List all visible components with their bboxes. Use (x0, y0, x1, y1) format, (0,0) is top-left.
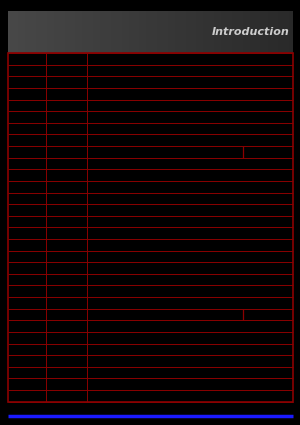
Bar (122, 11, 125, 53)
Bar (207, 11, 211, 53)
Bar (104, 11, 108, 53)
Bar (132, 11, 136, 53)
Bar (68, 11, 72, 53)
Bar (82, 11, 86, 53)
Bar (203, 11, 207, 53)
Bar (15, 11, 19, 53)
Bar (146, 11, 150, 53)
Bar (139, 11, 143, 53)
Bar (186, 11, 190, 53)
Bar (118, 11, 122, 53)
Bar (47, 11, 50, 53)
Bar (282, 11, 286, 53)
Bar (171, 11, 175, 53)
Bar (22, 11, 26, 53)
Bar (111, 11, 115, 53)
Bar (278, 11, 282, 53)
Bar (264, 11, 268, 53)
Bar (97, 11, 101, 53)
Bar (64, 11, 68, 53)
Bar (164, 11, 168, 53)
Bar (43, 11, 47, 53)
Bar (79, 11, 83, 53)
Bar (250, 11, 254, 53)
Bar (157, 11, 161, 53)
Bar (8, 11, 11, 53)
Bar (285, 11, 289, 53)
Bar (114, 11, 118, 53)
Bar (275, 11, 279, 53)
Bar (260, 11, 264, 53)
Bar (107, 11, 111, 53)
Bar (61, 11, 65, 53)
Text: Introduction: Introduction (212, 27, 290, 37)
Bar (29, 11, 33, 53)
Bar (125, 11, 129, 53)
Bar (50, 11, 54, 53)
Bar (161, 11, 164, 53)
Bar (8, 53, 292, 402)
Bar (289, 11, 293, 53)
Bar (193, 11, 196, 53)
Bar (93, 11, 97, 53)
Bar (57, 11, 61, 53)
Bar (136, 11, 140, 53)
Bar (40, 11, 44, 53)
Bar (268, 11, 272, 53)
Bar (32, 11, 36, 53)
Bar (218, 11, 221, 53)
Bar (189, 11, 193, 53)
Bar (8, 53, 292, 402)
Bar (246, 11, 250, 53)
Bar (178, 11, 182, 53)
Bar (54, 11, 58, 53)
Bar (257, 11, 261, 53)
Bar (214, 11, 218, 53)
Bar (154, 11, 158, 53)
Bar (25, 11, 29, 53)
Bar (100, 11, 104, 53)
Bar (168, 11, 172, 53)
Bar (200, 11, 204, 53)
Bar (196, 11, 200, 53)
Bar (86, 11, 90, 53)
Bar (232, 11, 236, 53)
Bar (150, 11, 154, 53)
Bar (175, 11, 179, 53)
Bar (18, 11, 22, 53)
Bar (239, 11, 243, 53)
Bar (228, 11, 232, 53)
Bar (271, 11, 275, 53)
Bar (236, 11, 239, 53)
Bar (129, 11, 133, 53)
Bar (221, 11, 225, 53)
Bar (182, 11, 186, 53)
Bar (36, 11, 40, 53)
Bar (11, 11, 15, 53)
Bar (89, 11, 93, 53)
Bar (225, 11, 229, 53)
Bar (72, 11, 76, 53)
Bar (75, 11, 79, 53)
Bar (253, 11, 257, 53)
Bar (243, 11, 247, 53)
Bar (143, 11, 147, 53)
Bar (211, 11, 214, 53)
